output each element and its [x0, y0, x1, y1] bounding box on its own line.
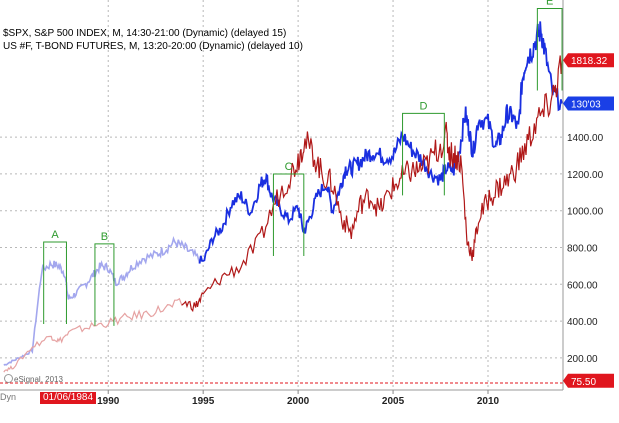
price-flag	[563, 96, 614, 111]
x-axis-tick-label: 1990	[97, 396, 120, 407]
price-flag	[563, 373, 614, 388]
price-flag	[563, 53, 614, 68]
y-axis-tick-label: 1000.00	[567, 207, 604, 218]
annotation-bracket-a	[43, 241, 67, 325]
cursor-date-flag: 01/06/1984	[40, 392, 97, 404]
esignal-logo-icon	[4, 374, 13, 383]
copyright-text: eSignal, 2013	[14, 375, 63, 384]
x-axis-tick-label: 2000	[287, 396, 310, 407]
spx-series-line-early	[3, 235, 204, 366]
symbol-header-tbond: US #F, T-BOND FUTURES, M, 13:20-20:00 (D…	[3, 41, 303, 52]
tbond-series-line	[181, 55, 563, 313]
annotation-label-c: C	[285, 161, 293, 173]
x-axis-tick-label: 2005	[382, 396, 405, 407]
annotation-bracket-b	[94, 243, 115, 326]
annotation-bracket-d	[402, 112, 445, 196]
dyn-label: Dyn	[0, 392, 17, 402]
annotation-bracket-e	[536, 7, 563, 91]
x-axis-tick-label: 1995	[192, 396, 215, 407]
y-axis-tick-label: 400.00	[567, 317, 598, 328]
price-flag-label: 75.50	[571, 377, 596, 388]
y-axis-tick-label: 600.00	[567, 280, 598, 291]
annotation-label-d: D	[419, 100, 427, 112]
annotation-label-e: E	[546, 0, 553, 7]
y-axis-tick-label: 800.00	[567, 244, 598, 255]
annotation-label-b: B	[101, 231, 108, 243]
annotation-label-a: A	[51, 229, 59, 241]
annotation-bracket-c	[272, 173, 305, 257]
spx-series-line	[198, 21, 563, 264]
symbol-header-spx: $SPX, S&P 500 INDEX, M, 14:30-21:00 (Dyn…	[3, 28, 287, 39]
price-flag-label: 1818.32	[571, 56, 608, 67]
copyright: eSignal, 2013	[4, 374, 63, 384]
y-axis-tick-label: 200.00	[567, 354, 598, 365]
x-axis-tick-label: 2010	[477, 396, 500, 407]
y-axis-tick-label: 1200.00	[567, 170, 604, 181]
y-axis-tick-label: 1400.00	[567, 133, 604, 144]
tbond-series-line-early	[3, 297, 185, 373]
price-flag-label: 130'03	[571, 99, 601, 110]
